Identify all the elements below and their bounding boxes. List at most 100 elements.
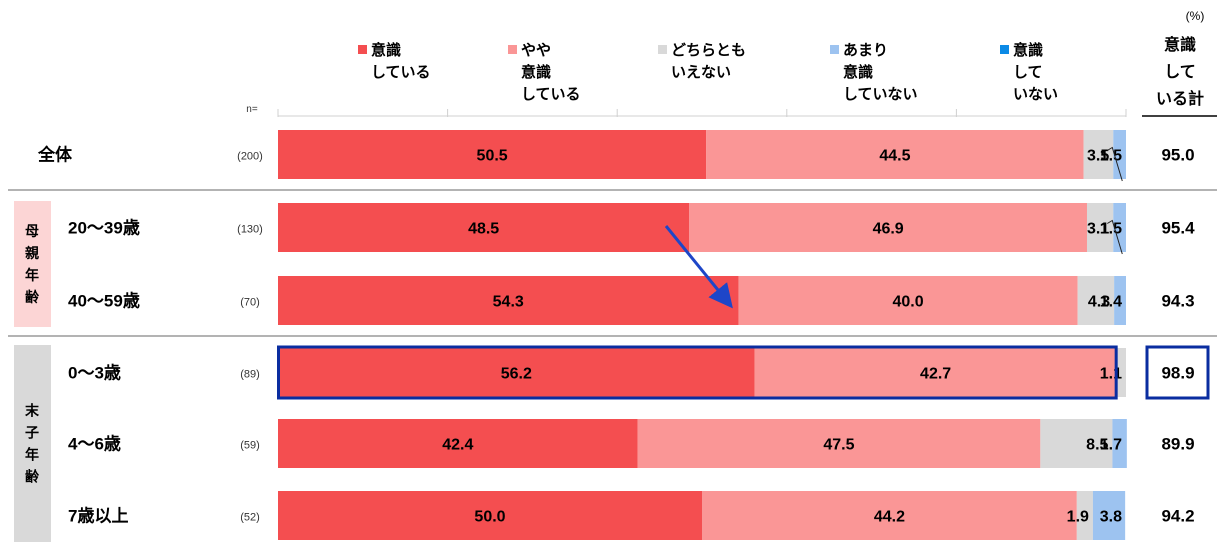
bar-segment [278, 276, 739, 325]
bar-segment [1113, 130, 1126, 179]
bar-segment [278, 203, 690, 252]
data-label: 40.0 [892, 294, 923, 311]
data-label: 42.4 [442, 437, 473, 454]
legend-label: して [1013, 64, 1043, 81]
bar-segment [1092, 491, 1126, 540]
group-label-char: 末 [25, 403, 40, 419]
total-value: 94.2 [1161, 507, 1194, 526]
data-label: 1.7 [1100, 437, 1122, 454]
group-label-char: 齢 [25, 289, 40, 305]
data-label: 44.5 [879, 148, 910, 165]
row-n-label: (200) [237, 151, 263, 163]
data-label: 48.5 [468, 221, 499, 238]
bar-segment [278, 130, 707, 179]
highlight-frame [277, 345, 1118, 400]
bar-segment [1083, 130, 1114, 179]
row-label: 40～59歳 [68, 291, 140, 311]
data-label: 54.3 [493, 294, 524, 311]
bar-segment [702, 491, 1077, 540]
n-header-label: n= [246, 104, 258, 115]
row-n-label: (70) [240, 297, 260, 309]
row-n-label: (52) [240, 512, 260, 524]
group-label-char: 齢 [25, 469, 40, 485]
data-label: 1.5 [1100, 148, 1122, 165]
total-value: 95.4 [1161, 219, 1195, 238]
legend-swatch [508, 45, 517, 54]
data-label: 3.5 [1087, 148, 1109, 165]
legend-label: していない [843, 86, 918, 103]
row-n-label: (59) [240, 440, 260, 452]
total-header-label: いる計 [1156, 89, 1204, 108]
legend-label: 意識 [521, 63, 551, 81]
data-label: 1.1 [1100, 366, 1122, 383]
data-label: 1.4 [1100, 294, 1122, 311]
group-label-char: 親 [25, 245, 39, 261]
row-label: 7歳以上 [68, 506, 128, 526]
group-label-char: 母 [25, 223, 39, 239]
legend-swatch [1000, 45, 1009, 54]
bar-segment [1076, 491, 1093, 540]
legend-swatch [830, 45, 839, 54]
bar-segment [278, 348, 755, 397]
row-n-label: (130) [237, 224, 263, 236]
row-label: 20～39歳 [68, 218, 140, 238]
bar-segment [278, 491, 702, 540]
total-value: 89.9 [1161, 435, 1194, 454]
group-label-box [14, 201, 51, 327]
bar-segment [1040, 419, 1113, 468]
bar-segment [1112, 419, 1127, 468]
group-label-char: 年 [25, 447, 39, 463]
legend-label: している [371, 64, 431, 81]
row-n-label: (89) [240, 369, 260, 381]
data-label: 3.8 [1100, 509, 1122, 526]
bar-segment [1077, 276, 1115, 325]
bar-segment [1116, 348, 1126, 397]
row-label: 4～6歳 [68, 434, 121, 454]
legend-label: いえない [671, 64, 731, 81]
bar-segment [278, 419, 638, 468]
legend-label: 意識 [843, 63, 873, 81]
row-label: 0～3歳 [68, 363, 121, 383]
leader-line [1107, 146, 1123, 182]
legend-label: どちらとも [671, 42, 746, 59]
total-value: 94.3 [1161, 292, 1194, 311]
group-label-box [14, 345, 51, 542]
legend-label: やや [521, 42, 551, 59]
bar-segment [754, 348, 1117, 397]
total-value: 98.9 [1161, 364, 1194, 383]
bar-segment [637, 419, 1041, 468]
unit-label: (%) [1186, 9, 1205, 23]
data-label: 47.5 [823, 437, 854, 454]
data-label: 1.9 [1067, 509, 1089, 526]
bar-segment [1113, 203, 1126, 252]
legend-swatch [658, 45, 667, 54]
legend-label: 意識 [1013, 41, 1043, 59]
legend-label: あまり [843, 42, 888, 59]
data-label: 8.5 [1086, 437, 1108, 454]
total-value: 95.0 [1161, 146, 1194, 165]
bar-segment [1114, 276, 1126, 325]
highlight-total-frame [1145, 345, 1210, 400]
bar-segment [706, 130, 1084, 179]
group-label-char: 年 [25, 267, 39, 283]
data-label: 3.1 [1087, 221, 1109, 238]
data-label: 44.2 [874, 509, 905, 526]
legend-label: している [521, 86, 581, 103]
group-label-char: 子 [25, 425, 39, 441]
data-label: 46.9 [873, 221, 904, 238]
data-label: 50.0 [474, 509, 505, 526]
bar-segment [738, 276, 1078, 325]
data-label: 42.7 [920, 366, 951, 383]
legend-label: 意識 [371, 41, 401, 59]
total-header-label: 意識 [1164, 35, 1196, 54]
data-label: 56.2 [501, 366, 532, 383]
bar-segment [689, 203, 1087, 252]
comparison-arrow [664, 225, 733, 309]
data-label: 4.3 [1088, 294, 1110, 311]
data-label: 1.5 [1100, 221, 1122, 238]
legend-swatch [358, 45, 367, 54]
legend-label: いない [1013, 86, 1058, 103]
total-header-label: して [1164, 63, 1196, 81]
row-label: 全体 [37, 145, 73, 165]
